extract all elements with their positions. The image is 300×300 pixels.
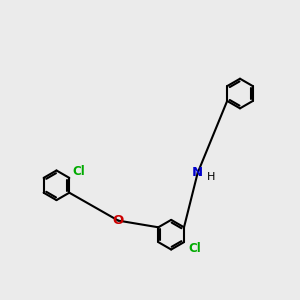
Text: N: N	[192, 167, 203, 179]
Text: O: O	[112, 214, 124, 227]
Text: Cl: Cl	[188, 242, 201, 255]
Text: Cl: Cl	[72, 165, 85, 178]
Text: H: H	[207, 172, 215, 182]
